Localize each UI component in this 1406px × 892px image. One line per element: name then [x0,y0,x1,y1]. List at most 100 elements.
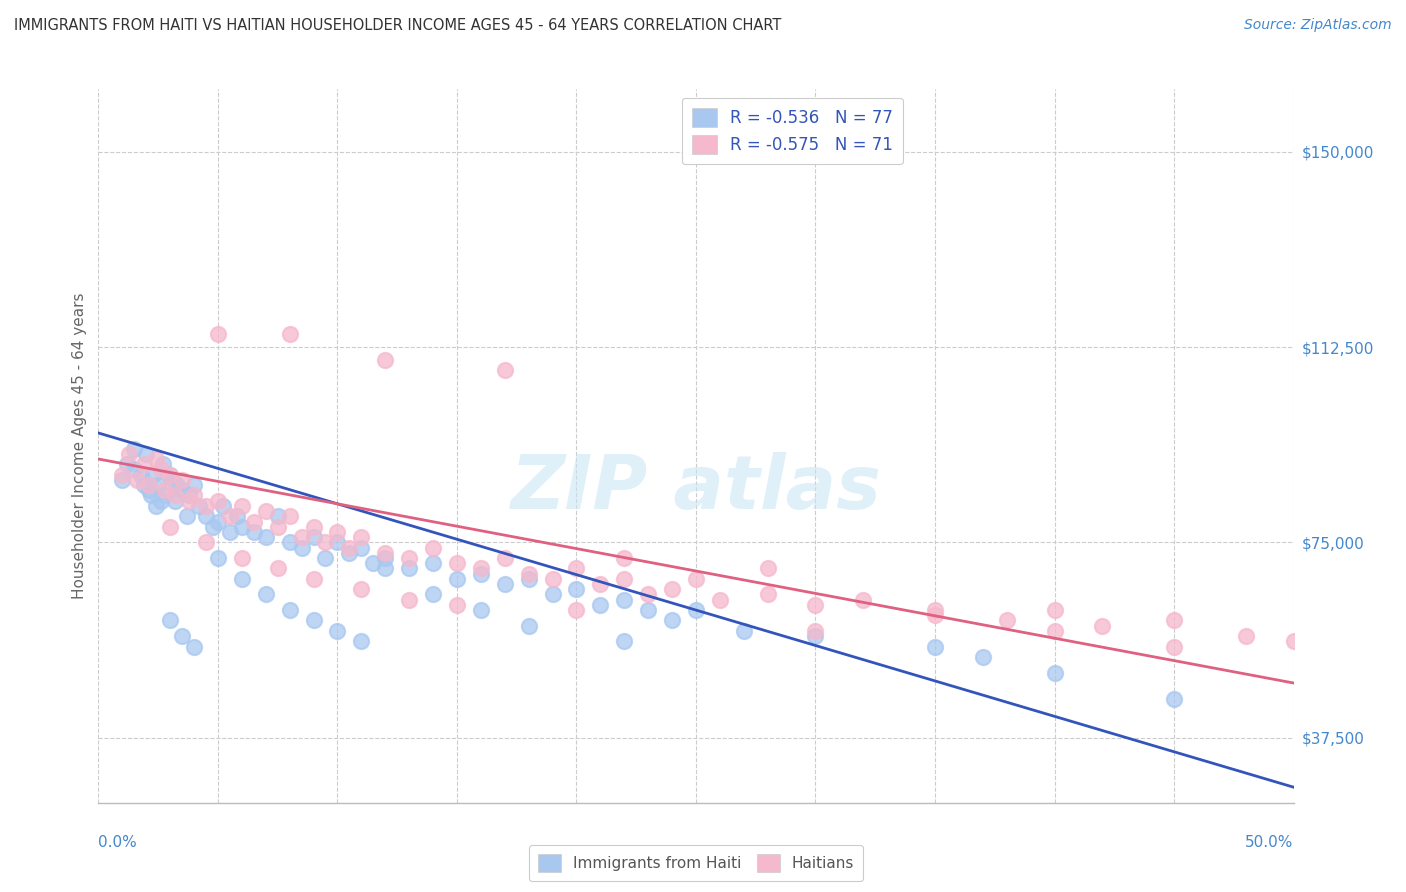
Legend: Immigrants from Haiti, Haitians: Immigrants from Haiti, Haitians [529,845,863,880]
Text: IMMIGRANTS FROM HAITI VS HAITIAN HOUSEHOLDER INCOME AGES 45 - 64 YEARS CORRELATI: IMMIGRANTS FROM HAITI VS HAITIAN HOUSEHO… [14,18,782,33]
Point [149,493,172,508]
Point [148,478,170,492]
Point [350,530,373,544]
Point [172,629,194,643]
Point [446,556,468,570]
Point [972,649,994,664]
Point [211,499,233,513]
Point [661,582,683,597]
Point [159,520,181,534]
Point [138,483,160,498]
Point [231,499,253,513]
Point [111,467,134,482]
Point [733,624,755,638]
Point [124,462,146,476]
Point [219,509,242,524]
Point [398,561,420,575]
Point [135,447,157,461]
Point [565,561,588,575]
Point [494,363,516,377]
Point [374,561,396,575]
Point [231,551,253,566]
Point [254,530,277,544]
Point [374,353,396,368]
Point [470,566,492,581]
Point [637,587,659,601]
Point [1163,640,1185,654]
Text: 50.0%: 50.0% [1246,835,1294,850]
Point [756,587,779,601]
Point [1234,629,1257,643]
Point [254,504,277,518]
Point [242,524,264,539]
Point [267,561,290,575]
Point [924,603,946,617]
Point [183,478,205,492]
Point [172,483,194,498]
Point [398,592,420,607]
Point [207,326,229,341]
Point [176,509,198,524]
Point [302,572,325,586]
Point [278,535,301,549]
Point [138,478,160,492]
Point [166,478,188,492]
Point [183,488,205,502]
Point [194,535,217,549]
Point [517,566,540,581]
Point [267,509,290,524]
Point [446,572,468,586]
Point [804,629,827,643]
Point [231,572,253,586]
Point [494,577,516,591]
Point [179,493,201,508]
Y-axis label: Householder Income Ages 45 - 64 years: Householder Income Ages 45 - 64 years [72,293,87,599]
Point [278,509,301,524]
Point [159,467,181,482]
Point [517,618,540,632]
Point [685,603,707,617]
Point [315,535,337,549]
Point [685,572,707,586]
Point [494,551,516,566]
Point [924,608,946,623]
Point [145,452,167,467]
Point [159,614,181,628]
Point [337,541,360,555]
Point [231,520,253,534]
Point [613,572,636,586]
Point [350,541,373,555]
Point [1043,603,1066,617]
Point [131,467,153,482]
Point [125,473,148,487]
Point [589,577,612,591]
Point [194,509,217,524]
Point [207,551,229,566]
Point [337,546,360,560]
Point [422,541,444,555]
Point [149,462,172,476]
Point [163,493,186,508]
Point [1043,624,1066,638]
Point [207,493,229,508]
Point [1163,614,1185,628]
Point [1043,665,1066,680]
Point [613,551,636,566]
Point [152,457,174,471]
Point [422,556,444,570]
Point [302,614,325,628]
Point [804,624,827,638]
Point [541,587,564,601]
Point [565,582,588,597]
Text: ZIP atlas: ZIP atlas [510,452,882,525]
Point [924,640,946,654]
Point [541,572,564,586]
Point [179,488,201,502]
Point [326,624,349,638]
Point [163,488,186,502]
Point [374,546,396,560]
Point [565,603,588,617]
Point [290,541,312,555]
Point [374,551,396,566]
Point [155,483,177,498]
